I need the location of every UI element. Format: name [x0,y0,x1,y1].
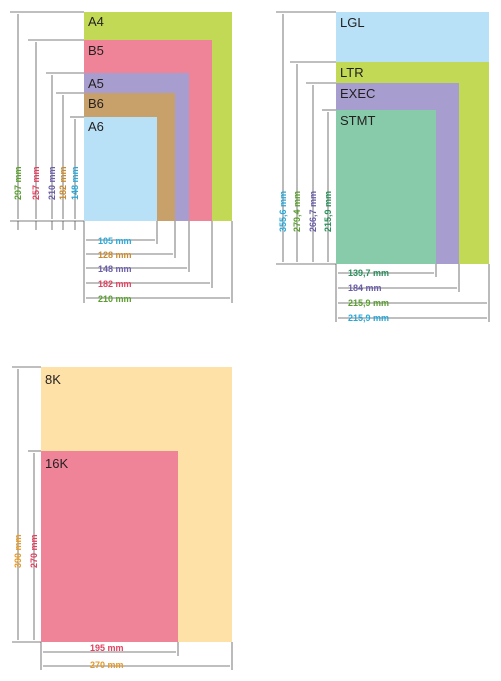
a4-label: A4 [88,14,104,29]
b6-height-label: 182 mm [58,166,68,200]
k-height-dimension-lines [12,366,41,643]
lgl-width-label: 215,9 mm [348,313,389,323]
iso-width-dimension-lines [83,221,233,303]
exec-width-label: 184 mm [348,283,382,293]
stmt-height-label: 215,9 mm [323,191,333,232]
ltr-width-label: 215,9 mm [348,298,389,308]
a6-label: A6 [88,119,104,134]
b6-label: B6 [88,96,104,111]
b5-label: B5 [88,43,104,58]
us-paper-group: LGL LTR EXEC STMT 355,6 mm 279,4 mm 266,… [276,11,490,323]
a5-label: A5 [88,76,104,91]
b6-width-label: 128 mm [98,250,132,260]
a5-width-label: 148 mm [98,264,132,274]
lgl-label: LGL [340,15,365,30]
k8-width-label: 270 mm [90,660,124,670]
k8-label: 8K [45,372,61,387]
a5-height-label: 210 mm [47,166,57,200]
ltr-height-label: 279,4 mm [292,191,302,232]
us-height-dimension-lines [276,11,336,265]
a4-width-label: 210 mm [98,294,132,304]
b5-width-label: 182 mm [98,279,132,289]
stmt-sheet [336,110,436,264]
exec-label: EXEC [340,86,375,101]
k16-label: 16K [45,456,68,471]
k-width-dimension-lines [40,642,233,670]
k-paper-group: 8K 16K 390 mm 270 mm 195 mm 270 mm [12,366,233,670]
k8-height-label: 390 mm [13,534,23,568]
a6-width-label: 105 mm [98,236,132,246]
iso-paper-group: A4 B5 A5 B6 A6 297 mm 257 mm 210 mm 182 … [10,11,233,304]
b5-height-label: 257 mm [31,166,41,200]
k16-sheet [41,451,178,642]
iso-height-dimension-lines [10,11,84,230]
a6-sheet [84,117,157,221]
ltr-label: LTR [340,65,364,80]
stmt-width-label: 139,7 mm [348,268,389,278]
lgl-height-label: 355,6 mm [278,191,288,232]
a4-height-label: 297 mm [13,166,23,200]
a6-height-label: 148 mm [70,166,80,200]
stmt-label: STMT [340,113,375,128]
k16-width-label: 195 mm [90,643,124,653]
exec-height-label: 266,7 mm [308,191,318,232]
us-width-dimension-lines [335,264,490,322]
k16-height-label: 270 mm [29,534,39,568]
